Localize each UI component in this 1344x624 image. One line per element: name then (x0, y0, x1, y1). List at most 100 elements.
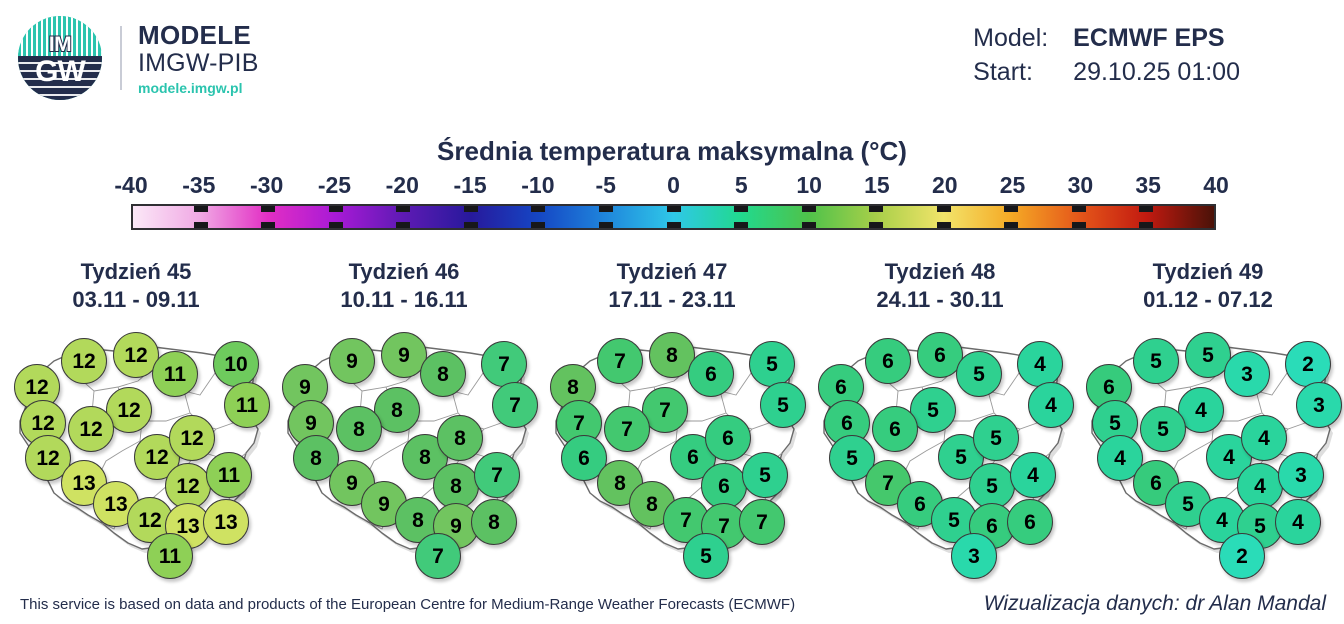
start-value: 29.10.25 01:00 (1073, 58, 1240, 86)
map-panel-title: Tydzień 48 24.11 - 30.11 (806, 258, 1074, 313)
map-panel-week-46: Tydzień 46 10.11 - 16.11 9 9 9 8 7 7 9 8 8 8 8 8 9 8 7 9 8… (270, 258, 538, 579)
temperature-bubble: 5 (742, 452, 788, 498)
colorbar-tick--35: -35 (182, 172, 216, 198)
colorbar-tickmark (1071, 206, 1086, 212)
voivodeship-boundary (678, 412, 727, 422)
colorbar-tickmark (328, 206, 343, 212)
temperature-bubble: 7 (597, 338, 643, 384)
temperature-bubble: 8 (336, 406, 382, 452)
temperature-bubble: 5 (910, 387, 956, 433)
colorbar-tickmark (936, 222, 951, 228)
colorbar-tick--25: -25 (317, 172, 352, 198)
map-panel-title: Tydzień 45 03.11 - 09.11 (2, 258, 270, 313)
temperature-bubble: 11 (206, 452, 252, 498)
temperature-bubble: 12 (169, 415, 215, 461)
colorbar-tickmark (1139, 206, 1154, 212)
temperature-bubble: 7 (739, 499, 785, 545)
colorbar-tick-20: 20 (931, 172, 958, 198)
colorbar-tickmark (734, 222, 749, 228)
week-date-range: 17.11 - 23.11 (608, 286, 736, 312)
map-panel-title: Tydzień 49 01.12 - 07.12 (1074, 258, 1342, 313)
temperature-bubble: 4 (1010, 452, 1056, 498)
map-panel-week-45: Tydzień 45 03.11 - 09.11 12 12 12 11 10 11 12 12 1… (2, 258, 270, 579)
colorbar-tick-15: 15 (864, 172, 890, 198)
imgw-logo-mark: IM GW (18, 16, 102, 100)
temperature-bubble: 8 (433, 463, 479, 509)
colorbar-tickmark (666, 206, 681, 212)
temperature-bubble: 6 (917, 332, 963, 378)
header: IM GW MODELE IMGW-PIB modele.imgw.pl Mod… (0, 0, 1344, 118)
colorbar-tickmark (936, 206, 951, 212)
map-panel-week-47: Tydzień 47 17.11 - 23.11 8 7 8 6 5 5 7 7 7 6 6 6 8 6 5 8 7… (538, 258, 806, 579)
brand-line-url: modele.imgw.pl (138, 79, 243, 96)
week-date-range: 03.11 - 09.11 (72, 286, 200, 312)
week-label: Tydzień 45 (80, 259, 192, 284)
colorbar-tick-labels: -40 -35 -30 -25 -20 -15 -10 -5 0 5 10 15 20 25 30 35 40 (114, 172, 1228, 204)
temperature-bubble: 12 (165, 463, 211, 509)
temperature-bubble: 2 (1219, 533, 1265, 579)
colorbar-tick--40: -40 (114, 172, 148, 198)
logo-gw-text: GW (35, 55, 86, 89)
colorbar-tickmark (261, 222, 276, 228)
map-panel-week-49: Tydzień 49 01.12 - 07.12 6 5 5 3 2 3 5 4 5 4 4 4 6 4 3 5 4… (1074, 258, 1342, 579)
colorbar: -40 -35 -30 -25 -20 -15 -10 -5 0 5 10 15 20 25 30 35 40 (114, 172, 1229, 230)
temperature-bubble: 6 (1007, 499, 1053, 545)
poland-map: 12 12 12 11 10 11 12 12 12 12 12 12 13 12 11 13 12 13 13 11 (2, 317, 270, 579)
colorbar-tick--5: -5 (595, 172, 616, 198)
temperature-bubble: 12 (61, 338, 107, 384)
colorbar-tickmark (531, 206, 546, 212)
temperature-bubble: 5 (749, 341, 795, 387)
brand-text: MODELE IMGW-PIB modele.imgw.pl (138, 22, 259, 95)
colorbar-tick-0: 0 (667, 172, 680, 198)
model-value: ECMWF EPS (1073, 24, 1225, 52)
week-label: Tydzień 47 (616, 259, 728, 284)
colorbar-tickmark (666, 222, 681, 228)
temperature-bubble: 8 (437, 415, 483, 461)
temperature-bubble: 4 (1275, 499, 1321, 545)
temperature-bubble: 2 (1285, 341, 1331, 387)
temperature-bubble: 4 (1028, 382, 1074, 428)
colorbar-tick-5: 5 (734, 172, 748, 198)
temperature-bubble: 12 (68, 406, 114, 452)
week-label: Tydzień 49 (1152, 259, 1264, 284)
colorbar-tick--10: -10 (521, 172, 555, 198)
temperature-bubble: 3 (1296, 382, 1342, 428)
logo-circle (18, 16, 102, 100)
logo-im-text: IM (48, 32, 73, 57)
colorbar-tickmark (396, 222, 411, 228)
temperature-bubble: 7 (474, 452, 520, 498)
colorbar-tickmark (193, 206, 208, 212)
colorbar-tick-25: 25 (999, 172, 1026, 198)
temperature-bubble: 5 (956, 351, 1002, 397)
brand-line-imgw-pib: IMGW-PIB (138, 48, 259, 77)
logo-bottom-stripes (18, 56, 102, 100)
voivodeship-boundary (1214, 412, 1263, 422)
colorbar-title: Średnia temperatura maksymalna (°C) (437, 136, 907, 166)
imgw-logo: IM GW MODELE IMGW-PIB modele.imgw.pl (18, 16, 259, 100)
map-panel-title: Tydzień 46 10.11 - 16.11 (270, 258, 538, 313)
temperature-bubble: 7 (415, 533, 461, 579)
temperature-bubble: 7 (481, 341, 527, 387)
model-label: Model: (973, 24, 1049, 52)
map-panel-week-48: Tydzień 48 24.11 - 30.11 6 6 6 5 4 4 6 5 6 5 5 5 7 5 4 6 5… (806, 258, 1074, 579)
colorbar-tickmark (1004, 206, 1019, 212)
colorbar-tickmark (734, 206, 749, 212)
temperature-bubble: 8 (471, 499, 517, 545)
colorbar-tickmark (328, 222, 343, 228)
temperature-bubble: 6 (688, 351, 734, 397)
temperature-bubble: 3 (1224, 351, 1270, 397)
temperature-bubble: 13 (203, 499, 249, 545)
temperature-bubble: 5 (760, 382, 806, 428)
temperature-bubble: 8 (649, 332, 695, 378)
temperature-bubble: 7 (492, 382, 538, 428)
temperature-bubble: 12 (113, 332, 159, 378)
colorbar-tickmark (598, 222, 613, 228)
temperature-bubble: 10 (213, 341, 259, 387)
week-date-range: 10.11 - 16.11 (340, 286, 468, 312)
temperature-bubble: 5 (1165, 481, 1211, 527)
brand-line-modele: MODELE (138, 19, 252, 50)
colorbar-tick-35: 35 (1135, 172, 1161, 198)
colorbar-tickmark (531, 222, 546, 228)
start-row: Start: 29.10.25 01:00 (973, 58, 1240, 87)
